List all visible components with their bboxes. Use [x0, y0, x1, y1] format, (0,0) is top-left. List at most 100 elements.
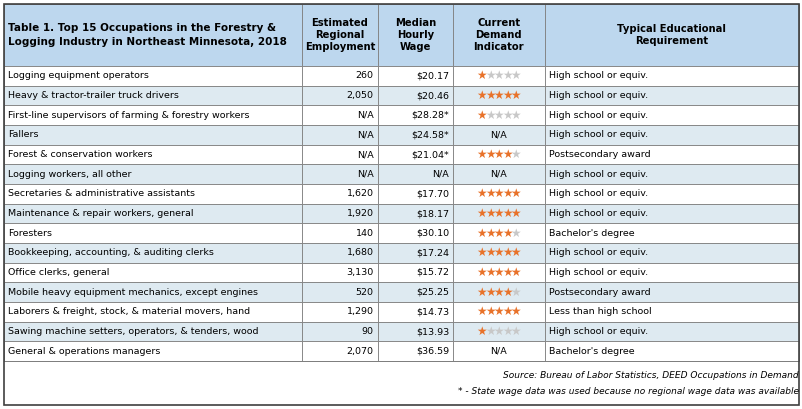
Text: 2,050: 2,050: [346, 91, 373, 100]
Bar: [544, 184, 798, 204]
Bar: [302, 321, 377, 342]
Bar: [302, 223, 377, 243]
Text: ★: ★: [510, 207, 520, 220]
Bar: [4, 106, 302, 125]
Text: ★: ★: [493, 70, 504, 82]
Text: ★: ★: [476, 306, 487, 318]
Bar: [544, 282, 798, 302]
Bar: [452, 342, 544, 361]
Text: ★: ★: [476, 227, 487, 240]
Text: ★: ★: [476, 246, 487, 259]
Bar: [377, 204, 452, 223]
Text: $20.46: $20.46: [415, 91, 448, 100]
Text: ★: ★: [484, 246, 495, 259]
Text: High school or equiv.: High school or equiv.: [548, 268, 647, 277]
Text: ★: ★: [510, 148, 520, 161]
Text: ★: ★: [493, 246, 504, 259]
Text: ★: ★: [493, 285, 504, 299]
Bar: [302, 125, 377, 145]
Text: High school or equiv.: High school or equiv.: [548, 130, 647, 139]
Bar: [377, 184, 452, 204]
Bar: [4, 282, 302, 302]
Text: 260: 260: [355, 71, 373, 80]
Text: Fallers: Fallers: [8, 130, 38, 139]
Bar: [452, 184, 544, 204]
Text: ★: ★: [476, 207, 487, 220]
Text: ★: ★: [510, 227, 520, 240]
Text: N/A: N/A: [356, 130, 373, 139]
Text: N/A: N/A: [490, 170, 507, 179]
Text: 3,130: 3,130: [346, 268, 373, 277]
Bar: [377, 164, 452, 184]
Bar: [377, 263, 452, 282]
Text: ★: ★: [510, 266, 520, 279]
Text: 1,920: 1,920: [346, 209, 373, 218]
Bar: [544, 342, 798, 361]
Bar: [452, 321, 544, 342]
Text: ★: ★: [493, 227, 504, 240]
Text: 1,290: 1,290: [346, 307, 373, 316]
Text: Estimated
Regional
Employment: Estimated Regional Employment: [304, 18, 375, 52]
Bar: [452, 204, 544, 223]
Text: 1,680: 1,680: [346, 248, 373, 257]
Text: ★: ★: [476, 187, 487, 200]
Text: N/A: N/A: [490, 347, 507, 356]
Text: ★: ★: [501, 148, 512, 161]
Bar: [4, 184, 302, 204]
Bar: [452, 85, 544, 106]
Bar: [377, 282, 452, 302]
Bar: [302, 204, 377, 223]
Text: Office clerks, general: Office clerks, general: [8, 268, 109, 277]
Bar: [544, 204, 798, 223]
Text: $15.72: $15.72: [415, 268, 448, 277]
Text: ★: ★: [484, 266, 495, 279]
Text: Heavy & tractor-trailer truck drivers: Heavy & tractor-trailer truck drivers: [8, 91, 179, 100]
Text: ★: ★: [501, 207, 512, 220]
Text: Median
Hourly
Wage: Median Hourly Wage: [395, 18, 435, 52]
Bar: [302, 85, 377, 106]
Bar: [4, 302, 302, 321]
Text: ★: ★: [493, 187, 504, 200]
Text: N/A: N/A: [356, 170, 373, 179]
Text: Current
Demand
Indicator: Current Demand Indicator: [473, 18, 524, 52]
Text: ★: ★: [510, 89, 520, 102]
Bar: [452, 164, 544, 184]
Text: Forest & conservation workers: Forest & conservation workers: [8, 150, 152, 159]
Text: ★: ★: [501, 246, 512, 259]
Bar: [4, 361, 798, 405]
Text: ★: ★: [501, 285, 512, 299]
Text: ★: ★: [484, 187, 495, 200]
Bar: [452, 145, 544, 164]
Text: ★: ★: [510, 325, 520, 338]
Bar: [302, 66, 377, 85]
Bar: [4, 243, 302, 263]
Text: ★: ★: [510, 70, 520, 82]
Text: ★: ★: [476, 70, 487, 82]
Text: $21.04*: $21.04*: [411, 150, 448, 159]
Text: ★: ★: [476, 89, 487, 102]
Bar: [377, 4, 452, 66]
Text: ★: ★: [484, 89, 495, 102]
Bar: [4, 321, 302, 342]
Text: ★: ★: [484, 325, 495, 338]
Bar: [544, 321, 798, 342]
Text: Logging equipment operators: Logging equipment operators: [8, 71, 148, 80]
Bar: [544, 223, 798, 243]
Bar: [544, 263, 798, 282]
Bar: [377, 223, 452, 243]
Text: N/A: N/A: [356, 111, 373, 120]
Bar: [302, 4, 377, 66]
Text: High school or equiv.: High school or equiv.: [548, 91, 647, 100]
Text: High school or equiv.: High school or equiv.: [548, 327, 647, 336]
Bar: [302, 302, 377, 321]
Text: Table 1. Top 15 Occupations in the Forestry &
Logging Industry in Northeast Minn: Table 1. Top 15 Occupations in the Fores…: [8, 23, 286, 47]
Text: $17.24: $17.24: [415, 248, 448, 257]
Bar: [544, 145, 798, 164]
Bar: [544, 106, 798, 125]
Text: ★: ★: [476, 109, 487, 121]
Bar: [4, 145, 302, 164]
Text: Postsecondary award: Postsecondary award: [548, 150, 650, 159]
Text: ★: ★: [501, 109, 512, 121]
Text: ★: ★: [510, 109, 520, 121]
Bar: [377, 302, 452, 321]
